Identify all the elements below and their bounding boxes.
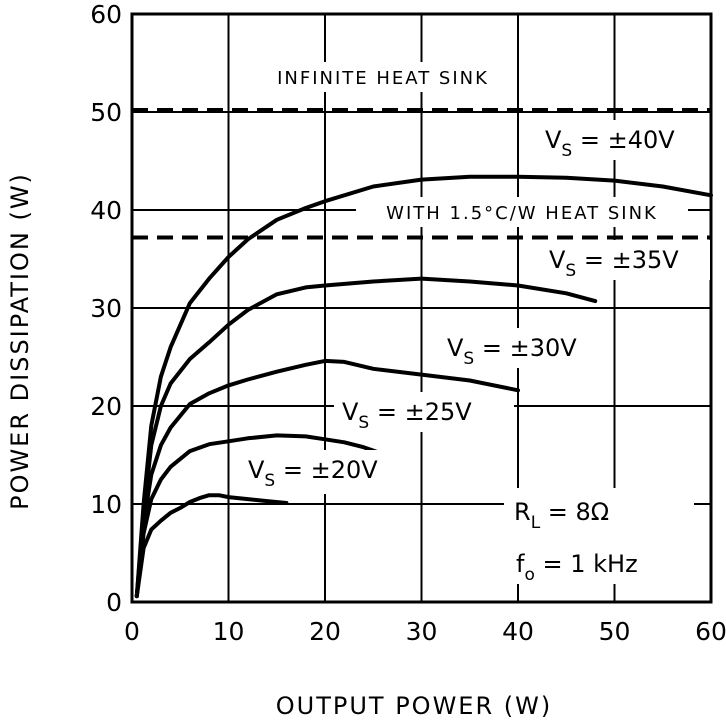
series-label-40v: VS = ±40V (534, 120, 706, 161)
svg-text:VS = ±25V: VS = ±25V (342, 398, 472, 433)
svg-text:VS = ±35V: VS = ±35V (549, 246, 679, 281)
series-label-25v: VS = ±25V (334, 392, 514, 433)
series-line-2 (134, 358, 520, 599)
y-tick-label: 40 (90, 196, 122, 225)
infinite-heat-sink-label: INFINITE HEAT SINK (277, 68, 489, 89)
x-tick-label: 10 (213, 617, 245, 646)
svg-text:VS = ±30V: VS = ±30V (447, 334, 577, 369)
x-tick-label: 0 (124, 617, 140, 646)
svg-text:VS = ±20V: VS = ±20V (248, 456, 378, 491)
heat-sink-1-5-label-bg (356, 197, 688, 227)
y-tick-label: 10 (90, 490, 122, 519)
series-line-4 (134, 493, 289, 599)
heat-sink-1-5-label: WITH 1.5°C/W HEAT SINK (386, 203, 658, 224)
infinite-heat-sink-label-bg (258, 62, 508, 92)
y-tick-label: 30 (90, 294, 122, 323)
y-tick-label: 0 (106, 588, 122, 617)
svg-text:RL = 8Ω: RL = 8Ω (514, 498, 609, 533)
y-axis-label: POWER DISSIPATION (W) (6, 172, 34, 510)
series-label-35v: VS = ±35V (538, 240, 710, 281)
x-tick-label: 50 (599, 617, 631, 646)
y-tick-label: 60 (90, 0, 122, 29)
series-lines (134, 174, 713, 599)
svg-text:VS = ±40V: VS = ±40V (545, 126, 675, 161)
y-tick-label: 50 (90, 98, 122, 127)
series-line-1 (134, 276, 598, 599)
y-tick-label: 20 (90, 392, 122, 421)
series-label-20v: VS = ±20V (238, 450, 410, 494)
svg-text:fo = 1 kHz: fo = 1 kHz (516, 550, 638, 585)
x-tick-label: 20 (309, 617, 341, 646)
series-label-30v: VS = ±30V (436, 328, 608, 369)
x-tick-label: 60 (695, 617, 726, 646)
x-tick-label: 40 (502, 617, 534, 646)
reference-lines (132, 108, 711, 240)
conditions-annotation: RL = 8Ω fo = 1 kHz (504, 488, 694, 585)
x-axis-label: OUTPUT POWER (W) (276, 692, 552, 720)
tick-labels: 0 10 20 30 40 50 60 0 10 20 30 40 50 60 (90, 0, 726, 646)
series-line-3 (134, 433, 385, 599)
x-tick-label: 30 (406, 617, 438, 646)
series-line-0 (134, 174, 713, 599)
